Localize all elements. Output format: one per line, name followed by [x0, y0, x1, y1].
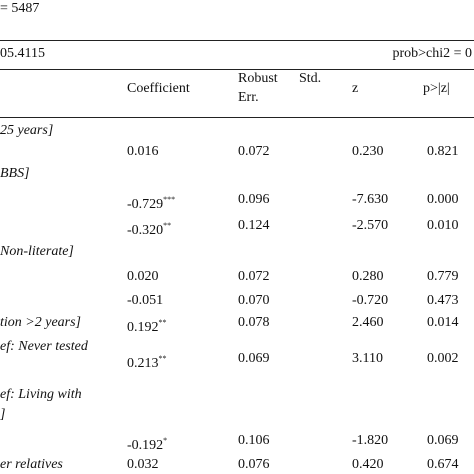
significance: ** — [158, 318, 167, 327]
col-header: Std. — [299, 71, 322, 86]
cell-p: 0.674 — [427, 457, 459, 472]
cell-se: 0.106 — [238, 433, 270, 448]
col-header: z — [352, 81, 359, 96]
prob: prob>chi2 = 0 — [392, 46, 472, 61]
n-obs: = 5487 — [0, 1, 40, 16]
cell-se: 0.078 — [238, 315, 270, 330]
col-header: Err. — [238, 90, 259, 105]
cell-coef: -0.192* — [127, 436, 168, 453]
cell-p: 0.002 — [427, 351, 459, 366]
significance: *** — [163, 195, 176, 204]
cell-coef: 0.192** — [127, 318, 167, 335]
cell-coef: 0.032 — [127, 457, 159, 472]
cell-p: 0.779 — [427, 269, 459, 284]
row-label: er relatives — [0, 457, 63, 472]
cell-z: -2.570 — [352, 218, 389, 233]
significance: ** — [158, 354, 167, 363]
cell-z: 0.420 — [352, 457, 384, 472]
cell-z: -7.630 — [352, 192, 389, 207]
wald: 05.4115 — [0, 46, 45, 61]
cell-coef: 0.016 — [127, 144, 159, 159]
significance: ** — [163, 221, 172, 230]
cell-se: 0.072 — [238, 269, 270, 284]
col-header: Robust — [238, 71, 278, 86]
rule — [0, 40, 474, 41]
rule — [0, 69, 474, 70]
row-label: BBS] — [0, 166, 30, 181]
cell-p: 0.010 — [427, 218, 459, 233]
cell-z: -1.820 — [352, 433, 389, 448]
row-label: tion >2 years] — [0, 315, 81, 330]
cell-coef: -0.729*** — [127, 195, 176, 212]
cell-coef: -0.051 — [127, 293, 164, 308]
cell-se: 0.069 — [238, 351, 270, 366]
cell-se: 0.070 — [238, 293, 270, 308]
cell-coef: 0.213** — [127, 354, 167, 371]
row-label: 25 years] — [0, 123, 54, 138]
row-label: Non-literate] — [0, 244, 74, 259]
rule — [0, 117, 474, 118]
cell-coef: 0.020 — [127, 269, 159, 284]
col-header: Coefficient — [127, 81, 190, 96]
row-label: ef: Living with — [0, 387, 82, 402]
col-header: p>|z| — [423, 81, 450, 96]
cell-se: 0.072 — [238, 144, 270, 159]
cell-p: 0.473 — [427, 293, 459, 308]
cell-z: 0.280 — [352, 269, 384, 284]
row-label: ] — [0, 407, 6, 422]
cell-z: 3.110 — [352, 351, 383, 366]
cell-z: -0.720 — [352, 293, 389, 308]
cell-coef: -0.320** — [127, 221, 172, 238]
cell-se: 0.124 — [238, 218, 270, 233]
cell-z: 2.460 — [352, 315, 384, 330]
cell-z: 0.230 — [352, 144, 384, 159]
cell-p: 0.069 — [427, 433, 459, 448]
cell-se: 0.076 — [238, 457, 270, 472]
cell-p: 0.000 — [427, 192, 459, 207]
cell-p: 0.014 — [427, 315, 459, 330]
cell-se: 0.096 — [238, 192, 270, 207]
cell-p: 0.821 — [427, 144, 459, 159]
row-label: ef: Never tested — [0, 339, 88, 354]
significance: * — [163, 436, 168, 445]
